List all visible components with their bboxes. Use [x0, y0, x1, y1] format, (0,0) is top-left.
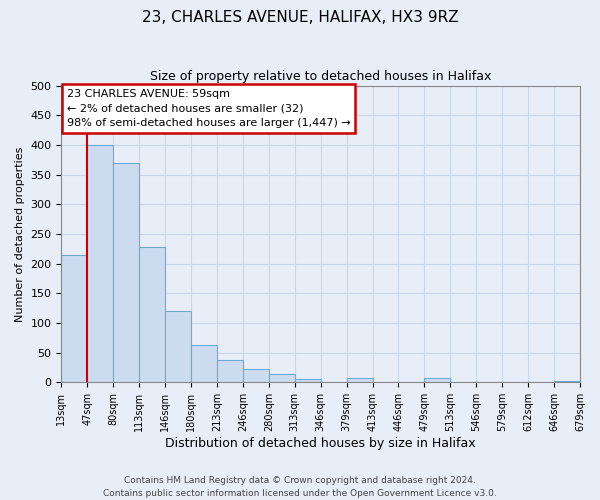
Title: Size of property relative to detached houses in Halifax: Size of property relative to detached ho… — [150, 70, 491, 83]
Text: 23 CHARLES AVENUE: 59sqm
← 2% of detached houses are smaller (32)
98% of semi-de: 23 CHARLES AVENUE: 59sqm ← 2% of detache… — [67, 88, 350, 128]
Bar — [61, 254, 88, 382]
Bar — [243, 370, 269, 382]
Bar — [269, 374, 295, 382]
Bar — [191, 345, 217, 383]
Text: 23, CHARLES AVENUE, HALIFAX, HX3 9RZ: 23, CHARLES AVENUE, HALIFAX, HX3 9RZ — [142, 10, 458, 25]
Bar — [165, 311, 191, 382]
Y-axis label: Number of detached properties: Number of detached properties — [15, 146, 25, 322]
Bar — [88, 145, 113, 382]
Text: Contains HM Land Registry data © Crown copyright and database right 2024.
Contai: Contains HM Land Registry data © Crown c… — [103, 476, 497, 498]
Bar — [295, 380, 321, 382]
Bar — [139, 247, 165, 382]
Bar — [113, 162, 139, 382]
Bar — [217, 360, 243, 382]
Bar — [424, 378, 451, 382]
Bar — [347, 378, 373, 382]
Bar — [554, 380, 580, 382]
X-axis label: Distribution of detached houses by size in Halifax: Distribution of detached houses by size … — [166, 437, 476, 450]
